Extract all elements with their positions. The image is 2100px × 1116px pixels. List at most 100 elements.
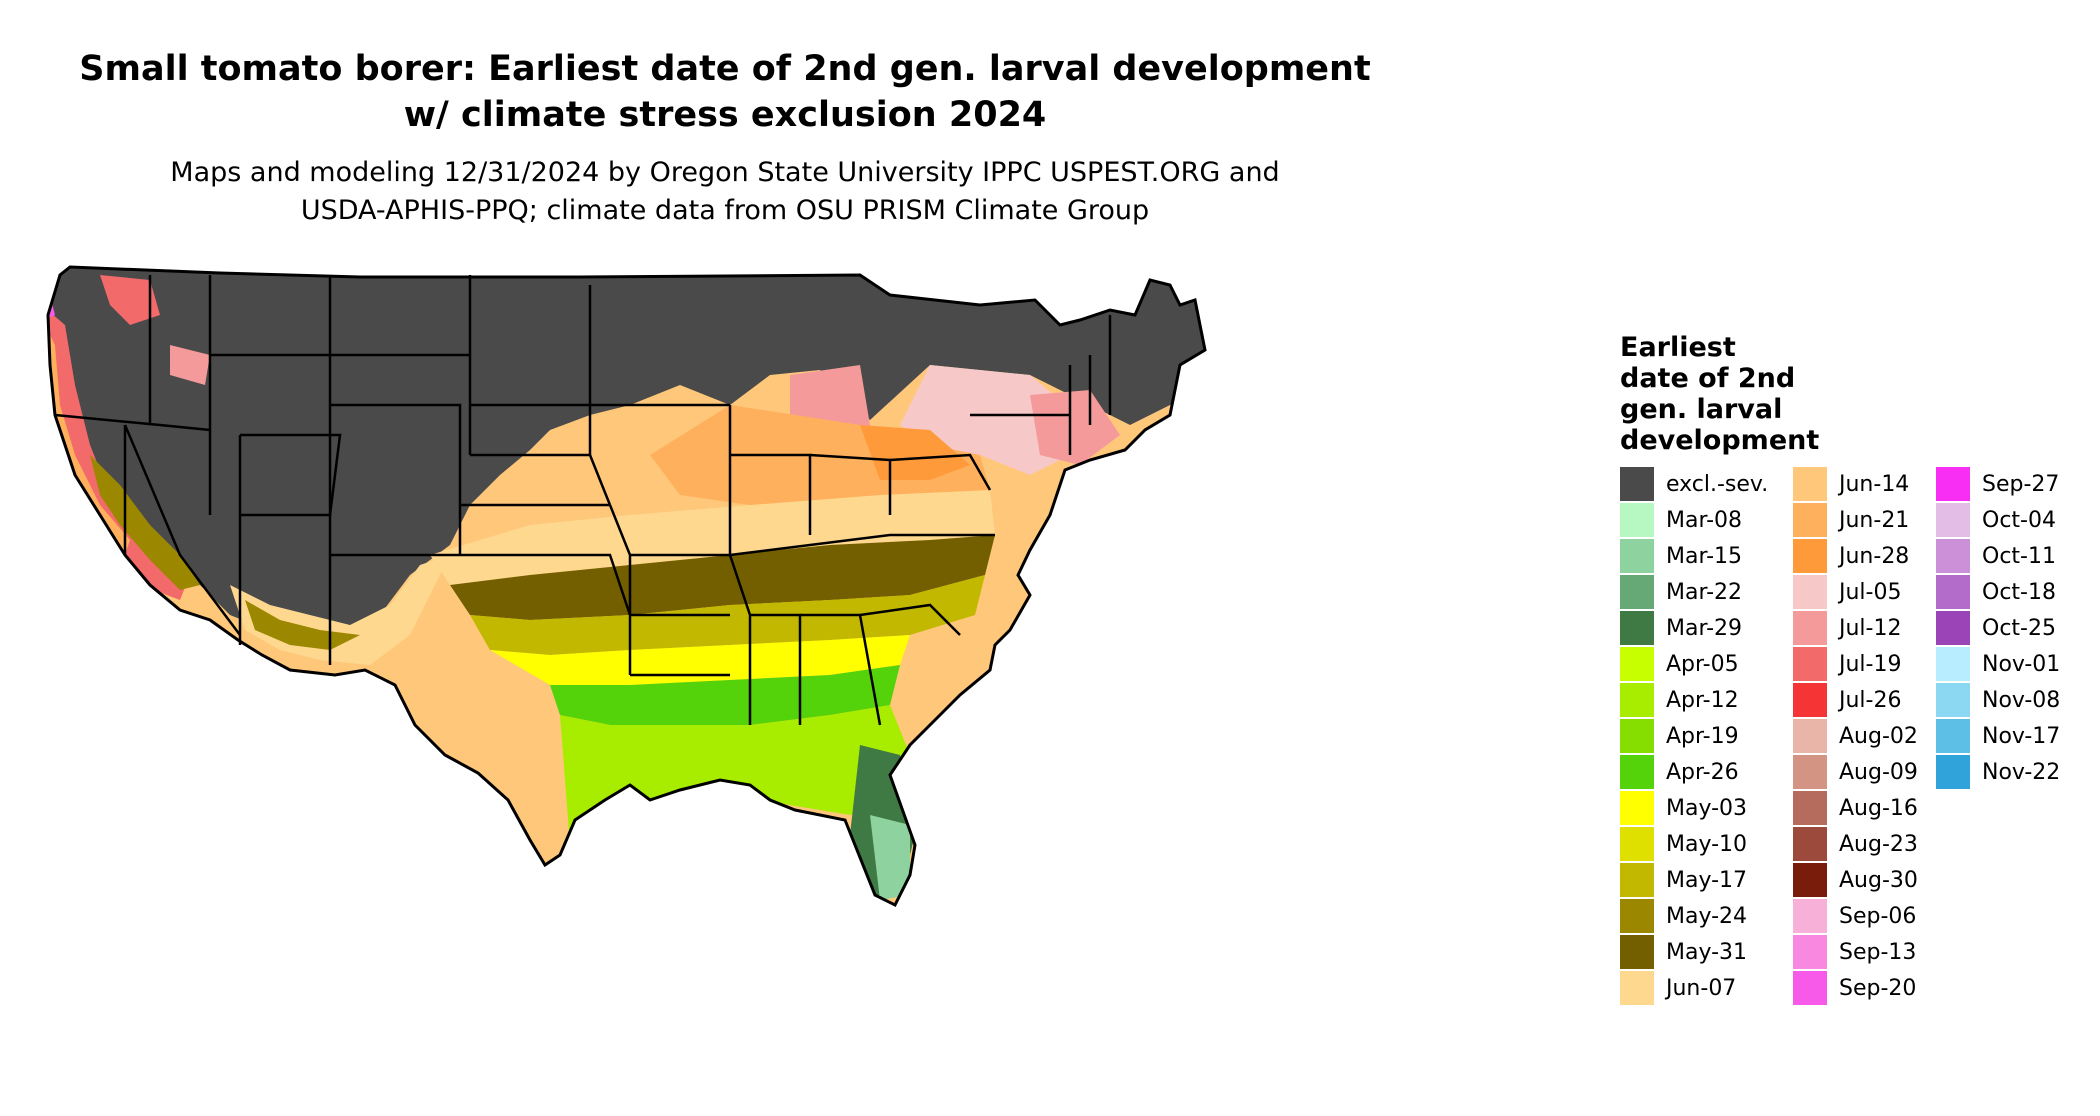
legend-swatch	[1620, 719, 1654, 753]
legend-label: Oct-18	[1982, 579, 2056, 605]
legend-item: Sep-13	[1793, 934, 1916, 970]
map-title-line-1: Small tomato borer: Earliest date of 2nd…	[79, 49, 1371, 89]
state-borders	[54, 275, 1112, 726]
legend-item: Jul-12	[1793, 610, 1901, 646]
legend-label: excl.-sev.	[1666, 471, 1769, 497]
legend-label: Aug-23	[1839, 831, 1918, 857]
legend-item: Nov-08	[1936, 682, 2060, 718]
legend-swatch	[1793, 899, 1827, 933]
legend-swatch	[1620, 971, 1654, 1005]
legend-label: Mar-15	[1666, 543, 1743, 569]
legend-label: May-03	[1666, 795, 1748, 821]
legend-label: Apr-26	[1666, 759, 1739, 785]
legend-swatch	[1936, 683, 1970, 717]
legend-swatch	[1936, 611, 1970, 645]
legend-label: Aug-30	[1839, 867, 1918, 893]
legend-item: Apr-19	[1620, 718, 1739, 754]
legend-label: Jun-21	[1839, 507, 1910, 533]
legend-label: Mar-22	[1666, 579, 1743, 605]
us-outline	[46, 265, 1207, 908]
legend-swatch	[1793, 683, 1827, 717]
legend-label: May-31	[1666, 939, 1748, 965]
legend-label: Mar-08	[1666, 507, 1743, 533]
legend-item: Oct-11	[1936, 538, 2056, 574]
legend-label: May-24	[1666, 903, 1748, 929]
legend-swatch	[1620, 539, 1654, 573]
legend-label: Nov-01	[1982, 651, 2061, 677]
legend-item: Apr-26	[1620, 754, 1739, 790]
legend-swatch	[1936, 503, 1970, 537]
legend-item: May-17	[1620, 862, 1747, 898]
legend-label: Apr-12	[1666, 687, 1739, 713]
legend-item: May-03	[1620, 790, 1747, 826]
map-title: Small tomato borer: Earliest date of 2nd…	[0, 46, 1450, 138]
legend-label: Nov-22	[1982, 759, 2061, 785]
legend-label: Apr-05	[1666, 651, 1739, 677]
legend-label: Sep-20	[1839, 975, 1917, 1001]
legend-swatch	[1793, 755, 1827, 789]
legend-swatch	[1620, 935, 1654, 969]
map-subtitle: Maps and modeling 12/31/2024 by Oregon S…	[0, 154, 1450, 230]
legend-swatch	[1620, 683, 1654, 717]
legend-label: May-10	[1666, 831, 1748, 857]
legend-swatch	[1793, 647, 1827, 681]
legend-swatch	[1793, 971, 1827, 1005]
legend-item: Oct-04	[1936, 502, 2056, 538]
legend-swatch	[1793, 863, 1827, 897]
legend-swatch	[1620, 467, 1654, 501]
legend-item: Nov-01	[1936, 646, 2060, 682]
legend-title-line-3: gen. larval	[1620, 394, 1783, 425]
map-subtitle-line-1: Maps and modeling 12/31/2024 by Oregon S…	[170, 157, 1280, 188]
legend-label: Jul-05	[1839, 579, 1902, 605]
legend-item: Mar-08	[1620, 502, 1742, 538]
legend-item: May-10	[1620, 826, 1747, 862]
legend-swatch	[1793, 935, 1827, 969]
map-fill-regions	[48, 267, 1205, 905]
legend-swatch	[1620, 791, 1654, 825]
legend-swatch	[1620, 647, 1654, 681]
legend-swatch	[1936, 719, 1970, 753]
legend-item: Jul-26	[1793, 682, 1901, 718]
legend-swatch	[1620, 503, 1654, 537]
legend-item: Jun-21	[1793, 502, 1909, 538]
legend-item: Nov-17	[1936, 718, 2060, 754]
legend-item: Apr-12	[1620, 682, 1739, 718]
legend-swatch	[1793, 791, 1827, 825]
legend-label: Nov-08	[1982, 687, 2061, 713]
legend-swatch	[1793, 719, 1827, 753]
legend-swatch	[1793, 827, 1827, 861]
legend-item: Jun-14	[1793, 466, 1909, 502]
legend-swatch	[1793, 539, 1827, 573]
legend-swatch	[1793, 611, 1827, 645]
legend-item: Aug-30	[1793, 862, 1918, 898]
legend-item: Oct-25	[1936, 610, 2056, 646]
legend-swatch	[1793, 467, 1827, 501]
legend-item: Aug-09	[1793, 754, 1918, 790]
legend-label: May-17	[1666, 867, 1748, 893]
legend-swatch	[1620, 575, 1654, 609]
legend-item: Sep-20	[1793, 970, 1916, 1006]
legend-label: Jun-07	[1666, 975, 1737, 1001]
legend-swatch	[1620, 827, 1654, 861]
legend-label: Mar-29	[1666, 615, 1743, 641]
legend-item: Jun-07	[1620, 970, 1736, 1006]
legend-label: Aug-16	[1839, 795, 1918, 821]
legend-item: Mar-29	[1620, 610, 1742, 646]
legend-label: Jul-12	[1839, 615, 1902, 641]
legend-item: Jul-19	[1793, 646, 1901, 682]
legend-item: Aug-23	[1793, 826, 1918, 862]
legend-item: Aug-16	[1793, 790, 1918, 826]
map-title-line-2: w/ climate stress exclusion 2024	[403, 95, 1047, 135]
legend-item: Jun-28	[1793, 538, 1909, 574]
legend-swatch	[1936, 467, 1970, 501]
legend-swatch	[1620, 863, 1654, 897]
legend-swatch	[1936, 755, 1970, 789]
legend-label: Oct-25	[1982, 615, 2056, 641]
legend-label: Sep-13	[1839, 939, 1917, 965]
legend-label: Nov-17	[1982, 723, 2061, 749]
legend-label: Sep-06	[1839, 903, 1917, 929]
legend-label: Jul-19	[1839, 651, 1902, 677]
us-map-svg	[46, 265, 1207, 908]
legend-title: Earliest date of 2nd gen. larval develop…	[1620, 332, 1860, 456]
legend-label: Oct-04	[1982, 507, 2056, 533]
